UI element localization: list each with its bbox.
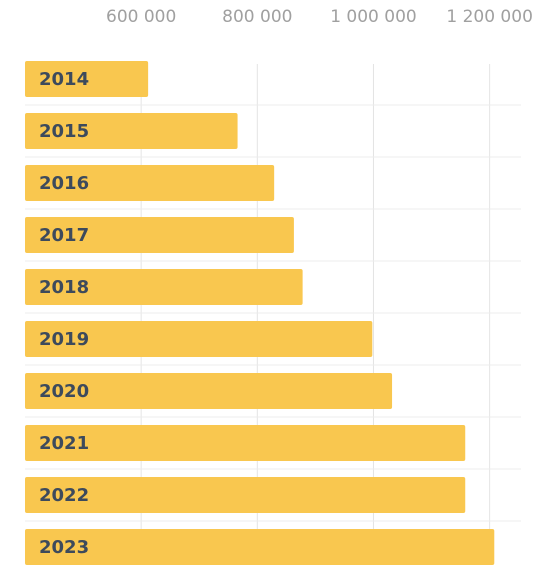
x-tick-label: 1 200 000 [446, 7, 533, 27]
category-label: 2016 [39, 173, 89, 194]
category-label: 2022 [39, 485, 89, 506]
bar-2019 [25, 321, 373, 357]
category-labels: 2014 2015 2016 2017 2018 2019 2020 2021 2022 2023 [39, 69, 89, 558]
x-tick-label: 600 000 [106, 7, 176, 27]
category-label: 2018 [39, 277, 89, 298]
bar-2017 [25, 217, 294, 253]
bar-2020 [25, 373, 393, 409]
category-label: 2015 [39, 121, 89, 142]
x-tick-label: 800 000 [222, 7, 292, 27]
bar-2015 [25, 113, 238, 149]
category-label: 2014 [39, 69, 89, 90]
bar-2023 [25, 529, 495, 565]
category-label: 2019 [39, 329, 89, 350]
bar-2014 [25, 61, 149, 97]
category-label: 2023 [39, 537, 89, 558]
row-separators [25, 104, 521, 522]
x-axis-ticks: 600 000 800 000 1 000 000 1 200 000 [106, 7, 533, 27]
bar-2018 [25, 269, 303, 305]
category-label: 2017 [39, 225, 89, 246]
bar-2016 [25, 165, 275, 201]
category-label: 2021 [39, 433, 89, 454]
bars [25, 61, 495, 565]
x-tick-label: 1 000 000 [330, 7, 417, 27]
bar-2021 [25, 425, 466, 461]
bar-2022 [25, 477, 466, 513]
category-label: 2020 [39, 381, 89, 402]
